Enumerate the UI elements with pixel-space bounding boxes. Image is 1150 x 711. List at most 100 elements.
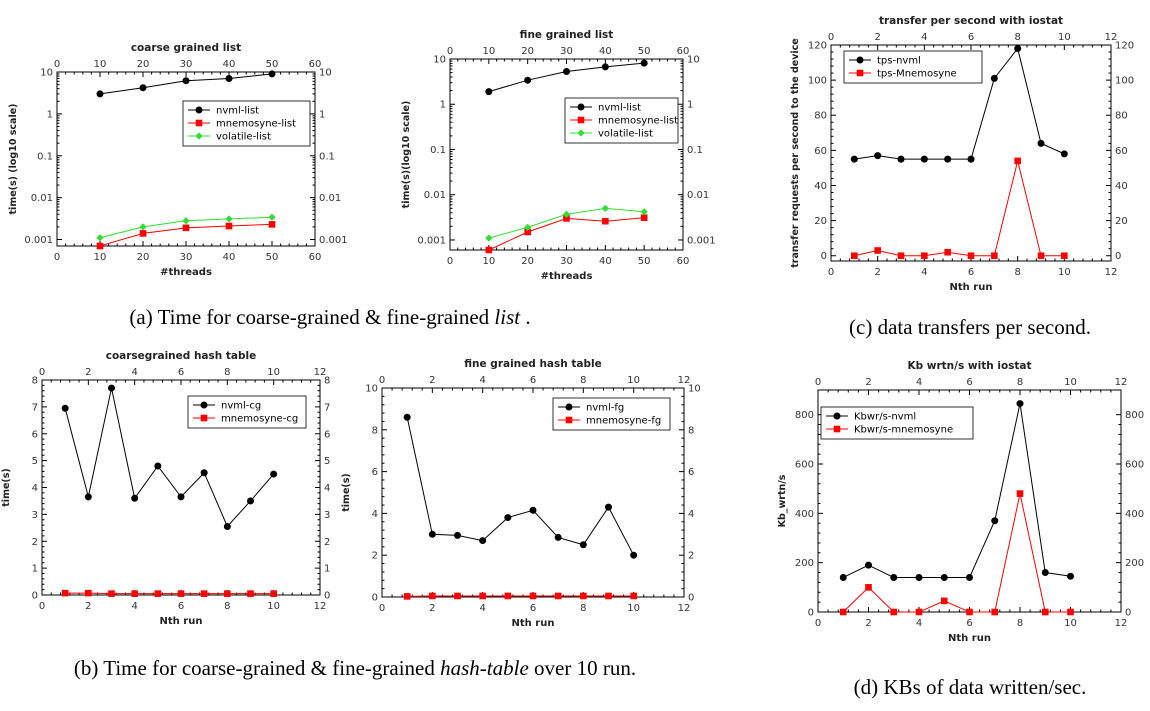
y-tick-label-right: 10 bbox=[688, 384, 701, 395]
y-tick-label-right: 3 bbox=[324, 510, 330, 521]
data-point bbox=[1041, 569, 1049, 577]
x-tick-label-top: 10 bbox=[482, 46, 495, 57]
y-tick-label: 7 bbox=[32, 402, 38, 413]
x-tick-label-top: 0 bbox=[828, 32, 834, 43]
x-tick-label: 40 bbox=[599, 256, 612, 267]
y-tick-label: 6 bbox=[32, 429, 38, 440]
legend-marker bbox=[577, 129, 585, 137]
x-tick-label: 8 bbox=[1017, 618, 1023, 629]
legend-marker bbox=[856, 56, 864, 64]
x-tick-label-top: 4 bbox=[131, 367, 137, 378]
data-point bbox=[1041, 608, 1049, 616]
y-tick-label-right: 600 bbox=[1125, 460, 1144, 471]
y-tick-label-right: 0.01 bbox=[687, 190, 709, 201]
y-tick-label-right: 80 bbox=[1115, 111, 1128, 122]
data-point bbox=[1014, 157, 1021, 165]
x-tick-label: 30 bbox=[180, 252, 193, 263]
data-point bbox=[225, 222, 233, 230]
data-point bbox=[177, 493, 185, 501]
series-volatile-list bbox=[485, 204, 648, 242]
x-tick-label: 60 bbox=[677, 256, 690, 267]
data-point bbox=[504, 514, 512, 522]
data-point bbox=[454, 531, 461, 539]
y-tick-label-right: 8 bbox=[688, 425, 694, 436]
data-point bbox=[131, 494, 139, 502]
y-tick-label: 60 bbox=[814, 146, 827, 157]
data-point bbox=[61, 404, 69, 412]
data-point bbox=[966, 573, 973, 581]
legend-label: mnemosyne-cg bbox=[221, 414, 298, 425]
y-tick-label: 4 bbox=[32, 483, 38, 494]
data-point bbox=[84, 493, 92, 501]
x-tick-label-top: 10 bbox=[94, 59, 107, 70]
x-axis-label: #threads bbox=[541, 271, 593, 282]
data-point bbox=[605, 503, 612, 511]
data-point bbox=[485, 234, 493, 242]
legend-marker bbox=[577, 103, 585, 111]
legend-marker bbox=[833, 425, 841, 433]
series-volatile-list bbox=[96, 213, 276, 242]
data-point bbox=[563, 67, 570, 75]
legend-box bbox=[820, 406, 974, 440]
x-tick-label: 10 bbox=[1064, 618, 1077, 629]
x-tick-label: 0 bbox=[815, 618, 821, 629]
data-point bbox=[1037, 139, 1045, 147]
chart-title: fine grained list bbox=[520, 29, 614, 41]
data-point bbox=[580, 592, 587, 600]
y-tick-label: 80 bbox=[814, 111, 827, 122]
x-tick-label-top: 0 bbox=[815, 377, 821, 388]
y-tick-label-right: 0.1 bbox=[319, 151, 335, 162]
chart-title: coarse grained list bbox=[131, 42, 241, 54]
y-tick-label-right: 800 bbox=[1125, 410, 1144, 421]
y-tick-label-right: 0 bbox=[688, 593, 694, 604]
legend-marker bbox=[200, 401, 208, 409]
data-point bbox=[940, 573, 948, 581]
y-tick-label: 10 bbox=[433, 55, 446, 66]
y-tick-label-right: 60 bbox=[1115, 146, 1128, 157]
x-tick-label: 20 bbox=[137, 252, 150, 263]
caption-b-text: (b) Time for coarse-grained & fine-grain… bbox=[73, 656, 441, 680]
legend: tps-nvml tps-Mnemosyne bbox=[843, 50, 983, 84]
data-point bbox=[991, 517, 999, 525]
data-point bbox=[403, 413, 411, 421]
data-point bbox=[139, 230, 147, 237]
series-mnemosyne-list bbox=[96, 221, 276, 250]
data-point bbox=[640, 214, 648, 222]
data-point bbox=[1060, 150, 1068, 158]
x-tick-label-top: 8 bbox=[1014, 32, 1020, 43]
series-tps-mnemosyne bbox=[851, 157, 1068, 260]
y-axis-label: transfer requests per second to the devi… bbox=[790, 38, 801, 267]
y-tick-label-right: 0 bbox=[324, 591, 330, 602]
x-tick-label: 6 bbox=[966, 618, 972, 629]
legend-box bbox=[843, 50, 983, 84]
x-tick-label-top: 6 bbox=[966, 377, 972, 388]
data-point bbox=[270, 590, 277, 597]
data-point bbox=[108, 590, 115, 597]
data-point bbox=[601, 204, 609, 212]
y-tick-label-right: 6 bbox=[324, 429, 330, 440]
x-tick-label-top: 12 bbox=[1105, 32, 1118, 43]
data-point bbox=[154, 462, 162, 470]
y-tick-label: 0.01 bbox=[31, 193, 53, 204]
data-point bbox=[897, 252, 905, 260]
x-tick-label-top: 0 bbox=[379, 375, 385, 386]
y-tick-label: 0.01 bbox=[424, 190, 446, 201]
legend-marker bbox=[856, 69, 864, 77]
x-tick-label: 0 bbox=[379, 603, 385, 614]
x-tick-label: 12 bbox=[678, 603, 691, 614]
x-tick-label: 4 bbox=[479, 603, 485, 614]
series-line bbox=[854, 160, 1065, 257]
x-tick-label: 10 bbox=[627, 603, 640, 614]
y-axis-label: time(s)(log10 scale) bbox=[401, 101, 412, 209]
y-tick-label: 2 bbox=[372, 551, 378, 562]
y-axis-label: time(s) (log10 scale) bbox=[8, 104, 19, 215]
data-point bbox=[268, 213, 276, 221]
data-point bbox=[270, 470, 278, 478]
legend-marker bbox=[565, 403, 573, 411]
data-point bbox=[967, 155, 975, 163]
data-point bbox=[921, 252, 928, 260]
x-tick-label-top: 4 bbox=[916, 377, 922, 388]
